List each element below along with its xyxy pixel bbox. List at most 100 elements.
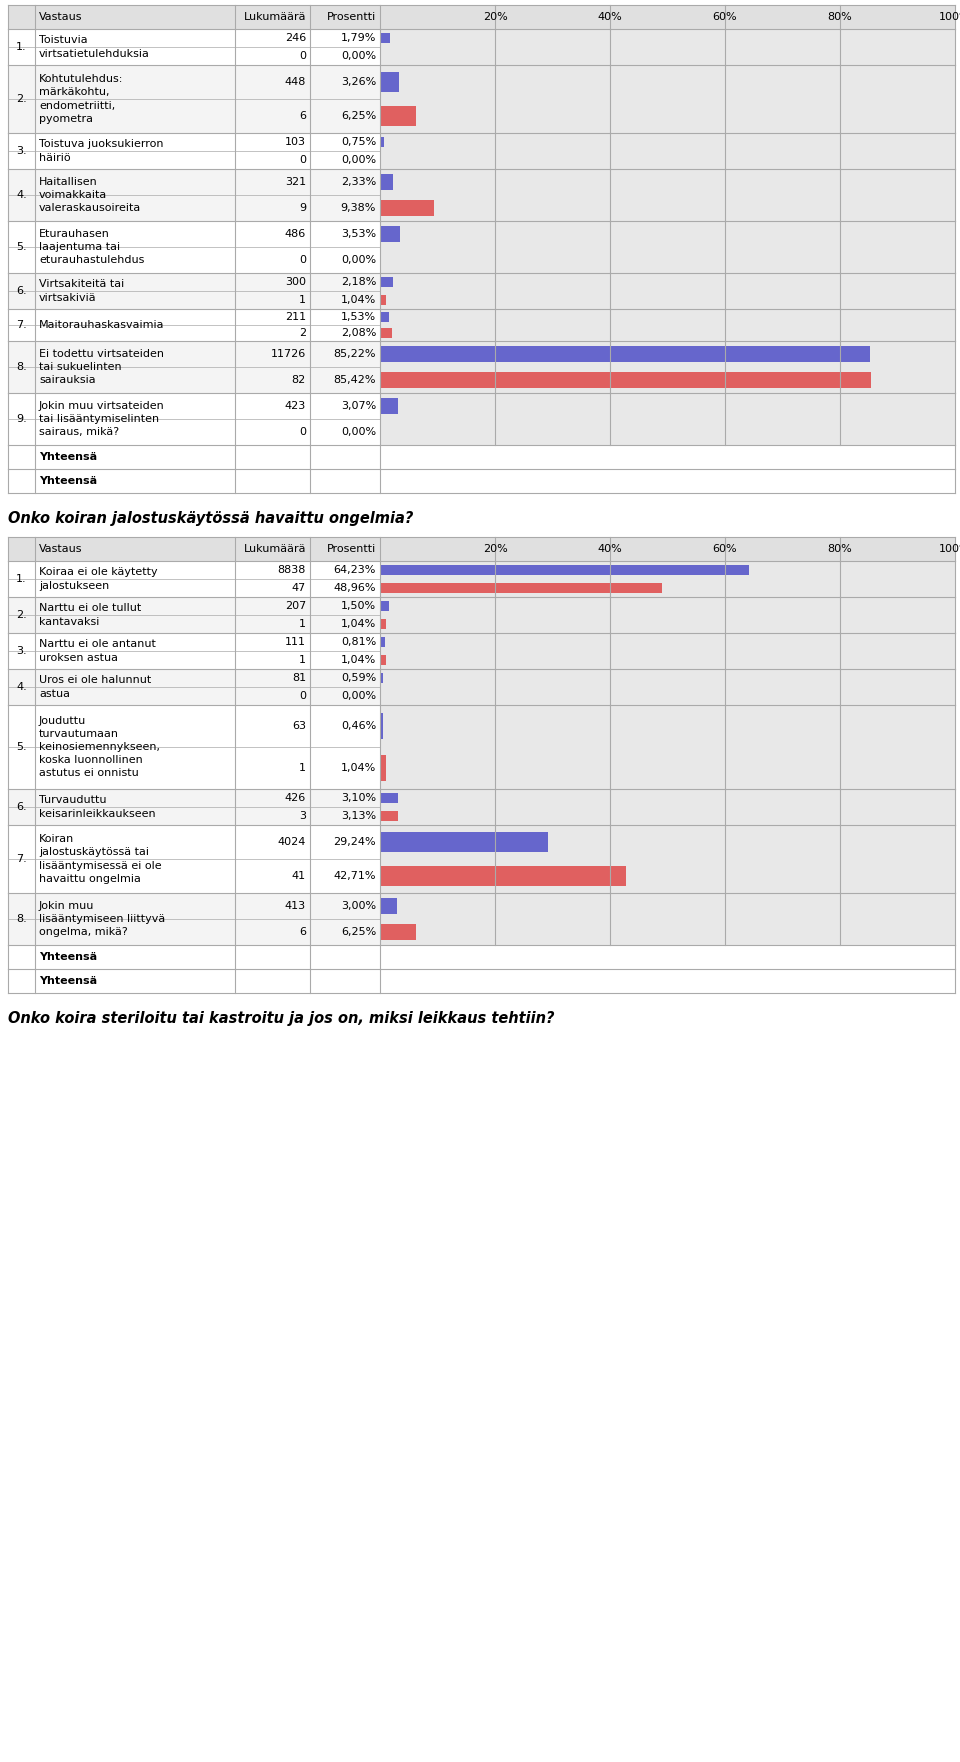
Text: 0: 0 — [299, 51, 306, 62]
Text: 2,08%: 2,08% — [341, 328, 376, 338]
Text: Haitallisen
voimakkaita
valeraskausoireita: Haitallisen voimakkaita valeraskausoirei… — [39, 176, 141, 213]
Bar — [380, 893, 955, 944]
Text: 1,04%: 1,04% — [341, 618, 376, 629]
Bar — [380, 705, 955, 789]
Text: Onko koiran jalostuskäytössä havaittu ongelmia?: Onko koiran jalostuskäytössä havaittu on… — [8, 511, 414, 527]
Text: Yhteensä: Yhteensä — [39, 453, 97, 462]
Text: 6,25%: 6,25% — [341, 111, 376, 122]
Text: 3.: 3. — [16, 647, 27, 655]
Text: 423: 423 — [285, 402, 306, 411]
Bar — [8, 597, 955, 633]
Text: 3,53%: 3,53% — [341, 229, 376, 240]
Text: 246: 246 — [285, 33, 306, 42]
Bar — [8, 308, 955, 342]
Bar — [380, 636, 385, 647]
Text: 29,24%: 29,24% — [333, 837, 376, 848]
Bar — [380, 756, 386, 781]
Bar — [380, 560, 955, 597]
Bar — [8, 469, 955, 493]
Text: Prosentti: Prosentti — [326, 12, 376, 21]
Text: 2,33%: 2,33% — [341, 176, 376, 187]
Text: 2.: 2. — [16, 93, 27, 104]
Bar — [380, 601, 389, 611]
Text: 4.: 4. — [16, 682, 27, 692]
Text: 82: 82 — [292, 375, 306, 386]
Bar — [8, 273, 955, 308]
Bar — [380, 328, 392, 338]
Text: 6.: 6. — [16, 285, 27, 296]
Bar — [380, 132, 955, 169]
Text: Koiran
jalostuskäytössä tai
lisääntymisessä ei ole
havaittu ongelmia: Koiran jalostuskäytössä tai lisääntymise… — [39, 833, 161, 885]
Text: 11726: 11726 — [271, 349, 306, 359]
Text: 20%: 20% — [483, 544, 508, 553]
Text: 100%: 100% — [939, 544, 960, 553]
Text: 42,71%: 42,71% — [333, 870, 376, 881]
Text: 80%: 80% — [828, 544, 852, 553]
Text: Jokin muu
lisääntymiseen liittyvä
ongelma, mikä?: Jokin muu lisääntymiseen liittyvä ongelm… — [39, 900, 165, 937]
Text: 40%: 40% — [598, 12, 622, 21]
Bar — [380, 393, 955, 446]
Text: 448: 448 — [284, 78, 306, 86]
Text: Prosentti: Prosentti — [326, 544, 376, 553]
Text: 300: 300 — [285, 277, 306, 287]
Text: 0: 0 — [299, 255, 306, 264]
Text: Virtsakiteitä tai
virtsakiviä: Virtsakiteitä tai virtsakiviä — [39, 280, 124, 303]
Bar — [380, 169, 955, 220]
Bar — [8, 893, 955, 944]
Text: 8.: 8. — [16, 914, 27, 923]
Bar — [8, 789, 955, 825]
Text: 3,00%: 3,00% — [341, 900, 376, 911]
Text: 7.: 7. — [16, 321, 27, 329]
Text: Vastaus: Vastaus — [39, 12, 83, 21]
Text: Vastaus: Vastaus — [39, 544, 83, 553]
Text: Yhteensä: Yhteensä — [39, 951, 97, 962]
Text: 207: 207 — [285, 601, 306, 611]
Text: 4024: 4024 — [277, 837, 306, 848]
Text: 0,81%: 0,81% — [341, 638, 376, 647]
Text: Jouduttu
turvautumaan
keinosiemennykseen,
koska luonnollinen
astutus ei onnistu: Jouduttu turvautumaan keinosiemennykseen… — [39, 715, 160, 779]
Bar — [380, 789, 955, 825]
Text: Turvauduttu
keisarinleikkaukseen: Turvauduttu keisarinleikkaukseen — [39, 795, 156, 819]
Text: 7.: 7. — [16, 855, 27, 863]
Bar — [380, 28, 955, 65]
Text: Uros ei ole halunnut
astua: Uros ei ole halunnut astua — [39, 675, 152, 698]
Text: 1: 1 — [299, 618, 306, 629]
Bar — [8, 633, 955, 670]
Text: 48,96%: 48,96% — [333, 583, 376, 594]
Text: 1,53%: 1,53% — [341, 312, 376, 322]
Bar — [380, 398, 397, 414]
Text: 5.: 5. — [16, 742, 27, 752]
Text: 1,04%: 1,04% — [341, 763, 376, 774]
Bar — [380, 865, 626, 886]
Text: 40%: 40% — [598, 544, 622, 553]
Bar — [380, 633, 955, 670]
Text: 0,00%: 0,00% — [341, 155, 376, 166]
Text: 413: 413 — [285, 900, 306, 911]
Text: 103: 103 — [285, 137, 306, 146]
Text: 3,13%: 3,13% — [341, 811, 376, 821]
Text: 6: 6 — [299, 927, 306, 937]
Text: 1,04%: 1,04% — [341, 294, 376, 305]
Bar — [8, 28, 955, 65]
Text: 426: 426 — [285, 793, 306, 803]
Text: 64,23%: 64,23% — [334, 566, 376, 574]
Bar — [380, 137, 384, 148]
Text: 1: 1 — [299, 294, 306, 305]
Text: 4.: 4. — [16, 190, 27, 201]
Text: 0,00%: 0,00% — [341, 691, 376, 701]
Bar — [8, 825, 955, 893]
Text: Narttu ei ole antanut
uroksen astua: Narttu ei ole antanut uroksen astua — [39, 640, 156, 663]
Bar — [8, 446, 955, 469]
Bar — [8, 169, 955, 220]
Text: 0: 0 — [299, 155, 306, 166]
Text: 47: 47 — [292, 583, 306, 594]
Bar — [380, 793, 397, 803]
Text: 85,22%: 85,22% — [333, 349, 376, 359]
Text: 2.: 2. — [16, 610, 27, 620]
Text: Ei todettu virtsateiden
tai sukuelinten
sairauksia: Ei todettu virtsateiden tai sukuelinten … — [39, 349, 164, 386]
Bar — [8, 537, 955, 560]
Text: Toistuva juoksukierron
häiriö: Toistuva juoksukierron häiriö — [39, 139, 163, 162]
Text: 3.: 3. — [16, 146, 27, 157]
Bar — [380, 33, 391, 44]
Text: 1: 1 — [299, 655, 306, 664]
